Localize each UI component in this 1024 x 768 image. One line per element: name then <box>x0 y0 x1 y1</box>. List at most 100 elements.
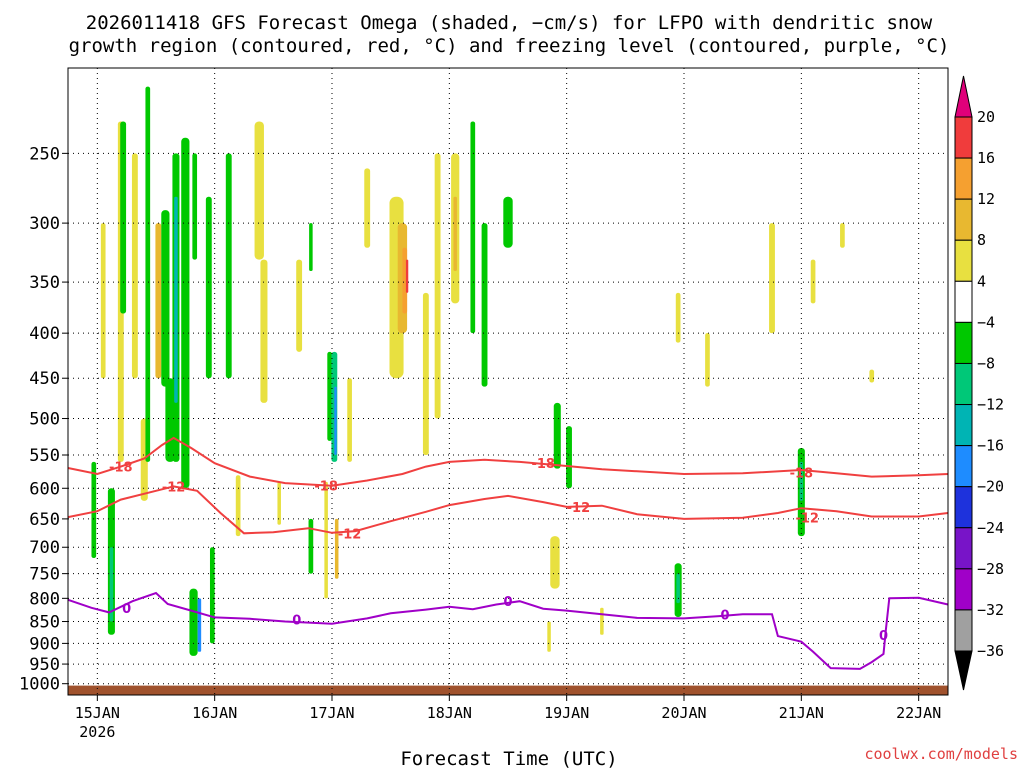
omega-cell <box>109 547 114 622</box>
colorbar-bottom-arrow <box>954 650 973 691</box>
colorbar-band <box>954 445 973 488</box>
colorbar-top-arrow <box>954 75 973 118</box>
contour-label: 0 <box>292 614 301 629</box>
grid-lines <box>68 68 948 695</box>
credit-link[interactable]: coolwx.com/models <box>864 745 1018 763</box>
colorbar-label: 20 <box>977 108 995 126</box>
omega-cell <box>120 121 127 314</box>
y-tick-label: 250 <box>29 144 60 164</box>
omega-cell <box>810 259 816 304</box>
contour-label: -18 <box>314 480 338 495</box>
omega-cell <box>347 378 352 462</box>
x-tick-label: 19JAN <box>544 704 589 722</box>
omega-cell <box>308 518 314 574</box>
colorbar-band <box>954 198 973 241</box>
omega-cell <box>131 153 138 379</box>
colorbar-band <box>954 527 973 570</box>
y-tick-label: 700 <box>29 538 60 558</box>
omega-cell <box>235 475 241 537</box>
colorbar-band <box>954 568 973 611</box>
chart-title-line-1: 2026011418 GFS Forecast Omega (shaded, −… <box>86 12 933 34</box>
contour-label: 0 <box>721 609 730 624</box>
colorbar-band <box>954 609 973 652</box>
omega-cell <box>260 259 268 403</box>
y-tick-label: 900 <box>29 634 60 654</box>
y-tick-label: 500 <box>29 410 60 430</box>
omega-cell <box>309 223 313 271</box>
omega-cell <box>189 588 198 656</box>
omega-cell <box>553 402 561 469</box>
y-tick-label: 750 <box>29 565 60 585</box>
colorbar-band <box>954 280 973 323</box>
colorbar-label: 8 <box>977 231 986 249</box>
contour-label: -12 <box>338 527 362 542</box>
x-tick-label: 15JAN <box>75 704 120 722</box>
omega-cell <box>192 153 198 260</box>
colorbar-label: −32 <box>977 601 1004 619</box>
omega-cell <box>470 121 476 334</box>
x-tick-label: 17JAN <box>309 704 354 722</box>
omega-cell <box>174 196 178 403</box>
y-tick-label: 950 <box>29 655 60 675</box>
y-tick-label: 400 <box>29 324 60 344</box>
colorbar-label: −28 <box>977 560 1004 578</box>
omega-cell <box>91 461 97 559</box>
x-axis-label: Forecast Time (UTC) <box>400 748 617 768</box>
contour-line <box>67 485 949 535</box>
omega-cell <box>705 333 710 387</box>
colorbar-label: −36 <box>977 642 1004 660</box>
plot-background <box>68 68 948 695</box>
omega-cell <box>675 292 681 343</box>
omega-cell <box>840 223 845 248</box>
x-tick-label: 21JAN <box>779 704 824 722</box>
omega-cell <box>676 573 680 604</box>
colorbar-band <box>954 321 973 364</box>
y-tick-label: 850 <box>29 613 60 633</box>
y-tick-label: 600 <box>29 479 60 499</box>
omega-cell <box>566 426 572 489</box>
colorbar-band <box>954 404 973 447</box>
colorbar-label: −12 <box>977 396 1004 414</box>
omega-cell <box>869 369 875 383</box>
contour-label: -18 <box>790 467 814 482</box>
colorbar-label: 4 <box>977 272 986 290</box>
omega-cell <box>481 223 488 387</box>
omega-cell <box>364 168 371 248</box>
contour-label: -12 <box>795 512 819 527</box>
chart-title-line-2: growth region (contoured, red, °C) and f… <box>69 35 950 57</box>
omega-cell <box>254 121 264 260</box>
contour-line <box>67 591 949 670</box>
y-tick-label: 350 <box>29 273 60 293</box>
omega-cell <box>503 196 513 248</box>
colorbar-label: −20 <box>977 478 1004 496</box>
omega-cell <box>547 621 551 652</box>
omega-cell <box>327 351 332 441</box>
omega-shading <box>91 86 875 656</box>
omega-cell <box>296 259 303 352</box>
omega-cell <box>205 196 212 379</box>
omega-cell <box>155 223 162 379</box>
y-tick-label: 800 <box>29 589 60 609</box>
y-axis: 2503003504004505005506006507007508008509… <box>19 144 68 695</box>
contour-line <box>67 436 949 487</box>
y-tick-label: 1000 <box>19 675 60 695</box>
contour-label: -12 <box>567 501 591 516</box>
omega-cell <box>277 481 281 525</box>
plot-frame <box>67 67 949 696</box>
omega-cell <box>405 259 409 293</box>
colorbar-band <box>954 157 973 200</box>
colorbar-label: 16 <box>977 149 995 167</box>
omega-cell <box>422 292 429 455</box>
omega-cell <box>334 518 339 579</box>
contour-label: 0 <box>503 595 512 610</box>
colorbar-label: −16 <box>977 437 1004 455</box>
title: 2026011418 GFS Forecast Omega (shaded, −… <box>69 12 950 57</box>
x-tick-sublabel: 2026 <box>79 723 115 741</box>
y-tick-label: 300 <box>29 214 60 234</box>
x-tick-label: 20JAN <box>661 704 706 722</box>
x-tick-label: 22JAN <box>896 704 941 722</box>
colorbar-label: 12 <box>977 190 995 208</box>
contour-label: -18 <box>109 461 133 476</box>
colorbar-band <box>954 239 973 282</box>
